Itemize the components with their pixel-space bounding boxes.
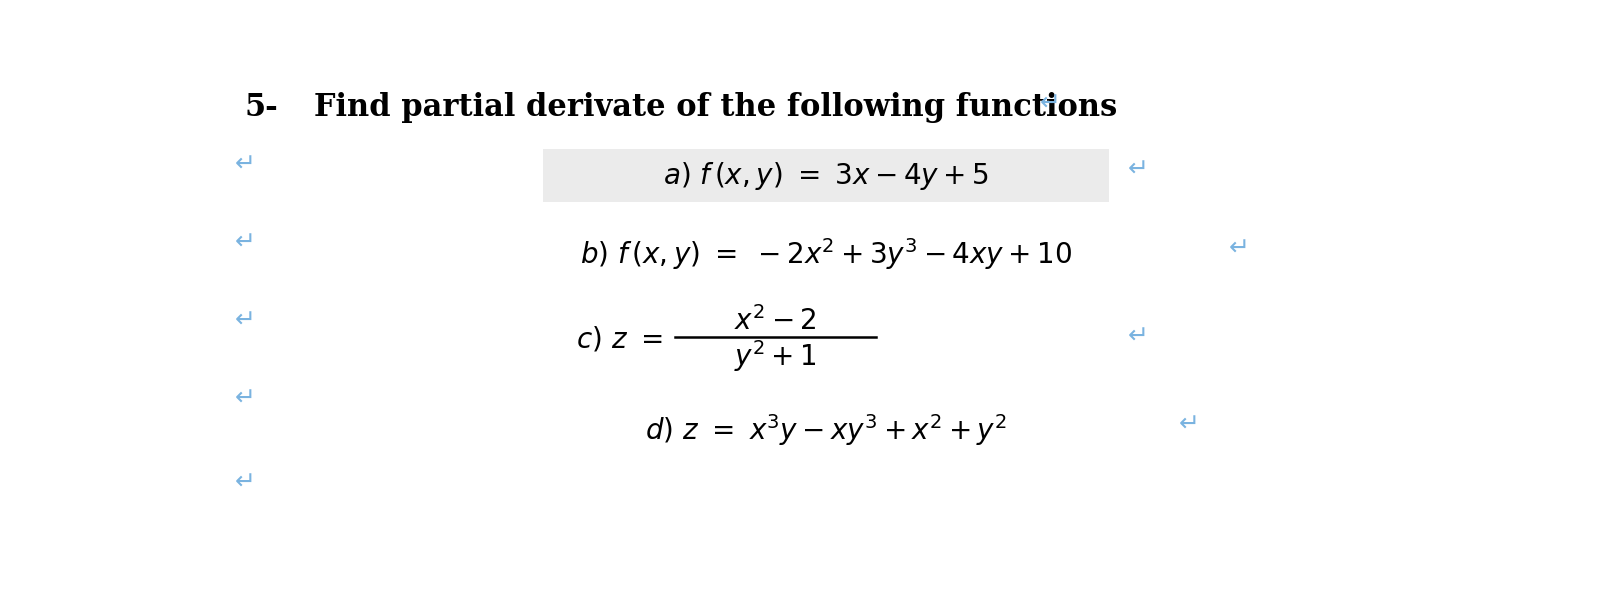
Text: $y^2+1$: $y^2+1$ [734,338,816,374]
Text: ↵: ↵ [1128,157,1149,182]
Text: ↵: ↵ [1128,324,1149,349]
Text: ↵: ↵ [1229,236,1250,260]
Text: ↵: ↵ [1039,92,1060,116]
Text: ↵: ↵ [234,153,255,177]
Text: ↵: ↵ [234,471,255,495]
Text: ↵: ↵ [234,231,255,255]
Text: $\mathit{c)\ z\ =}$: $\mathit{c)\ z\ =}$ [576,324,662,353]
Text: ↵: ↵ [234,308,255,333]
Text: ↵: ↵ [234,386,255,410]
Text: $\mathit{d)\ z\ =\ x^3y-xy^3+x^2+y^2}$: $\mathit{d)\ z\ =\ x^3y-xy^3+x^2+y^2}$ [644,412,1006,448]
Text: ↵: ↵ [1178,412,1199,437]
Text: $\mathit{a)\ f\,(x,y)\ =\ 3x-4y+5}$: $\mathit{a)\ f\,(x,y)\ =\ 3x-4y+5}$ [662,160,988,191]
Text: $\mathit{b)\ f\,(x,y)\ =\ -2x^2+3y^3-4xy+10}$: $\mathit{b)\ f\,(x,y)\ =\ -2x^2+3y^3-4xy… [579,236,1071,272]
FancyBboxPatch shape [542,149,1109,201]
Text: $x^2-2$: $x^2-2$ [734,305,816,336]
Text: Find partial derivate of the following functions: Find partial derivate of the following f… [313,92,1117,123]
Text: 5-: 5- [245,92,278,123]
